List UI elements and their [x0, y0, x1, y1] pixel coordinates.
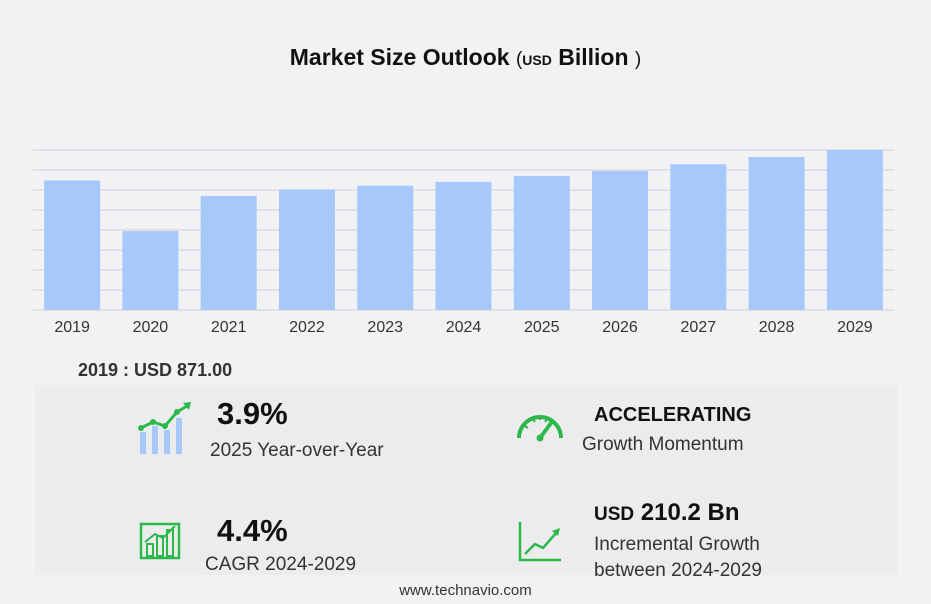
line-growth-icon	[518, 522, 561, 562]
bar-growth-icon	[138, 402, 191, 454]
x-tick-label-2025: 2025	[524, 319, 560, 336]
chart-title-main: Market Size Outlook	[289, 44, 510, 70]
cagr-label: CAGR 2024-2029	[205, 554, 357, 575]
x-tick-label-2027: 2027	[681, 319, 717, 336]
bar-2025	[513, 175, 570, 310]
footer-url: www.technavio.com	[399, 582, 532, 599]
x-tick-label-2028: 2028	[759, 319, 795, 336]
x-tick-label-2023: 2023	[367, 319, 403, 336]
summary-value: 2019 : USD 871.00	[78, 360, 233, 380]
bar-chart: 2019 2020 2021 2022 2023 2024 2025 2026 2027 2028…	[33, 149, 894, 336]
bar-2019	[44, 180, 101, 310]
bar-2020	[122, 231, 179, 310]
x-tick-label-2020: 2020	[133, 319, 169, 336]
incremental-label-line1: Incremental Growth	[594, 534, 760, 555]
incremental-label-line2: between 2024-2029	[594, 560, 762, 581]
bar-2023	[357, 185, 414, 310]
cagr-value: 4.4%	[217, 513, 288, 548]
title-paren-open: (	[515, 49, 523, 70]
title-unit: Billion	[558, 44, 629, 70]
x-tick-label-2024: 2024	[446, 319, 482, 336]
bar-2022	[278, 189, 335, 310]
x-tick-label-2026: 2026	[602, 319, 638, 336]
incremental-value: USD 210.2 Bn	[594, 499, 740, 527]
bar-2024	[435, 181, 492, 310]
momentum-label: Growth Momentum	[582, 434, 744, 455]
bar-2026	[592, 171, 649, 310]
yoy-label: 2025 Year-over-Year	[210, 440, 384, 461]
bar-2028	[748, 157, 805, 310]
x-tick-label-2019: 2019	[54, 319, 90, 336]
incremental-amount: 210.2 Bn	[640, 499, 740, 526]
momentum-value: ACCELERATING	[594, 404, 752, 426]
x-tick-label-2022: 2022	[289, 319, 325, 336]
title-currency: USD	[522, 52, 552, 68]
chart-title: Market Size Outlook (USD Billion )	[0, 44, 931, 71]
x-tick-label-2029: 2029	[837, 319, 873, 336]
speedometer-icon	[517, 415, 563, 442]
bar-2029	[826, 150, 883, 310]
bar-2027	[670, 164, 727, 310]
title-paren-close: )	[634, 49, 642, 70]
x-tick-label-2021: 2021	[211, 319, 247, 336]
incremental-currency: USD	[594, 504, 635, 525]
bar-2021	[200, 196, 257, 310]
yoy-value: 3.9%	[217, 396, 288, 431]
bar-chart-icon	[139, 522, 181, 560]
